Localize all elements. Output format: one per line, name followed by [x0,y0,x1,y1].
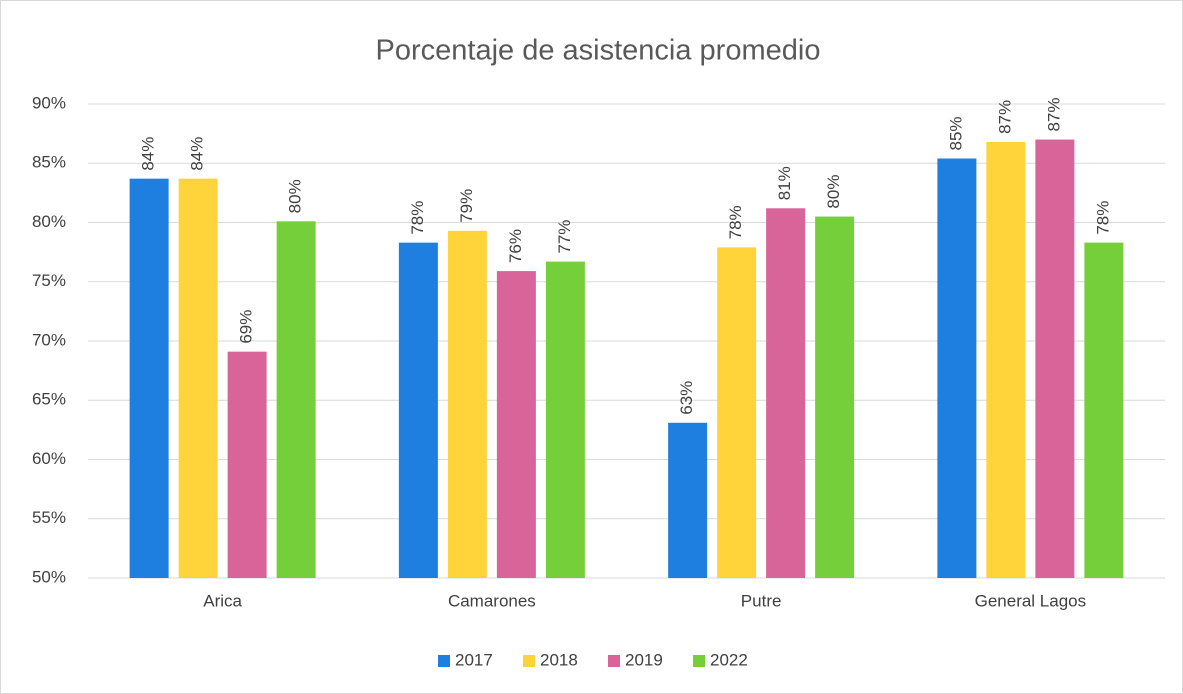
legend-label: 2018 [540,650,578,669]
y-tick-label: 90% [32,93,66,112]
value-label: 85% [946,116,965,150]
value-label: 69% [237,310,256,344]
value-label: 87% [1044,98,1063,132]
x-tick-label: General Lagos [975,591,1087,610]
bar [717,247,757,578]
bar [496,271,536,578]
y-tick-label: 50% [32,567,66,586]
legend-label: 2017 [455,650,493,669]
legend-label: 2019 [625,650,663,669]
value-label: 78% [1093,201,1112,235]
chart-title: Porcentaje de asistencia promedio [376,35,821,67]
value-label: 84% [139,137,158,171]
value-label: 80% [286,179,305,213]
y-tick-label: 75% [32,271,66,290]
y-tick-label: 70% [32,330,66,349]
bar [129,178,169,578]
y-tick-label: 65% [32,390,66,409]
bar [227,351,267,578]
value-label: 77% [555,220,574,254]
value-label: 78% [726,205,745,239]
bar [986,141,1026,579]
value-label: 79% [457,189,476,223]
bar [398,242,438,578]
y-tick-label: 85% [32,153,66,172]
bar [668,422,708,578]
value-label: 78% [408,201,427,235]
x-tick-label: Arica [203,591,242,610]
value-label: 84% [188,137,207,171]
y-tick-label: 60% [32,449,66,468]
value-label: 80% [824,175,843,209]
legend-swatch [608,655,620,667]
x-tick-label: Putre [741,591,782,610]
bar [276,221,316,578]
bar [815,216,855,578]
legend-swatch [693,655,705,667]
value-label: 81% [775,166,794,200]
bar [1035,139,1075,579]
bar [1084,242,1124,578]
bar [766,208,806,578]
y-tick-label: 80% [32,212,66,231]
value-label: 87% [995,100,1014,134]
legend-label: 2022 [710,650,748,669]
value-label: 63% [677,381,696,415]
bar [545,261,585,578]
bar [178,178,218,578]
bar [937,158,977,578]
bar [447,230,487,579]
x-tick-label: Camarones [448,591,536,610]
legend-swatch [523,655,535,667]
legend-swatch [438,655,450,667]
y-tick-label: 55% [32,508,66,527]
value-label: 76% [506,229,525,263]
